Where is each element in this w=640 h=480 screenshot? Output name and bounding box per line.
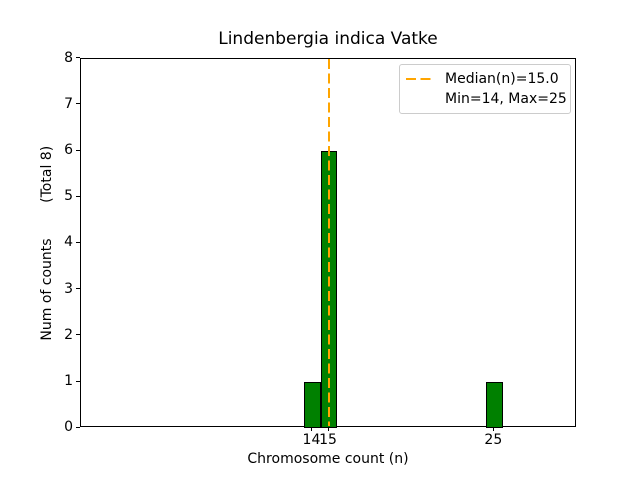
- x-tick-label: 25: [484, 432, 503, 449]
- dashed-line-icon: [406, 77, 434, 81]
- y-tick-label: 5: [64, 188, 73, 205]
- y-tick: [76, 380, 80, 382]
- plot-area: [80, 57, 576, 429]
- x-tick: [492, 427, 494, 432]
- x-tick-label: 15: [319, 432, 337, 449]
- legend-entry-median: Median(n)=15.0: [406, 69, 562, 89]
- y-tick-label: 7: [64, 95, 73, 112]
- y-tick-label: 6: [64, 142, 73, 158]
- y-tick: [76, 57, 80, 59]
- y-tick: [76, 426, 80, 428]
- legend: Median(n)=15.0 Min=14, Max=25: [399, 64, 571, 114]
- y-tick: [76, 149, 80, 151]
- legend-entry-minmax: Min=14, Max=25: [406, 89, 567, 109]
- y-tick-label: 2: [64, 326, 73, 343]
- bar-n-14: [304, 381, 321, 429]
- x-tick: [310, 427, 312, 432]
- y-tick-label: 3: [64, 280, 73, 297]
- legend-label-median: Median(n)=15.0: [445, 71, 559, 87]
- x-tick: [327, 427, 329, 432]
- y-tick-label: 4: [64, 234, 73, 251]
- y-tick: [76, 288, 80, 290]
- x-axis-label: Chromosome count (n): [247, 451, 409, 467]
- chart-title: Lindenbergia indica Vatke: [218, 29, 438, 49]
- y-tick: [76, 241, 80, 243]
- y-tick-label: 8: [64, 49, 73, 66]
- y-tick-label: 0: [64, 419, 73, 436]
- y-tick: [76, 103, 80, 105]
- legend-handle-spacer: [406, 98, 434, 101]
- y-tick: [76, 334, 80, 336]
- bar-n-25: [486, 381, 503, 429]
- x-tick-label: 14: [302, 432, 321, 449]
- median-line: [327, 58, 331, 427]
- y-tick-label: 1: [64, 373, 73, 389]
- y-tick: [76, 195, 80, 197]
- legend-label-minmax: Min=14, Max=25: [445, 91, 567, 107]
